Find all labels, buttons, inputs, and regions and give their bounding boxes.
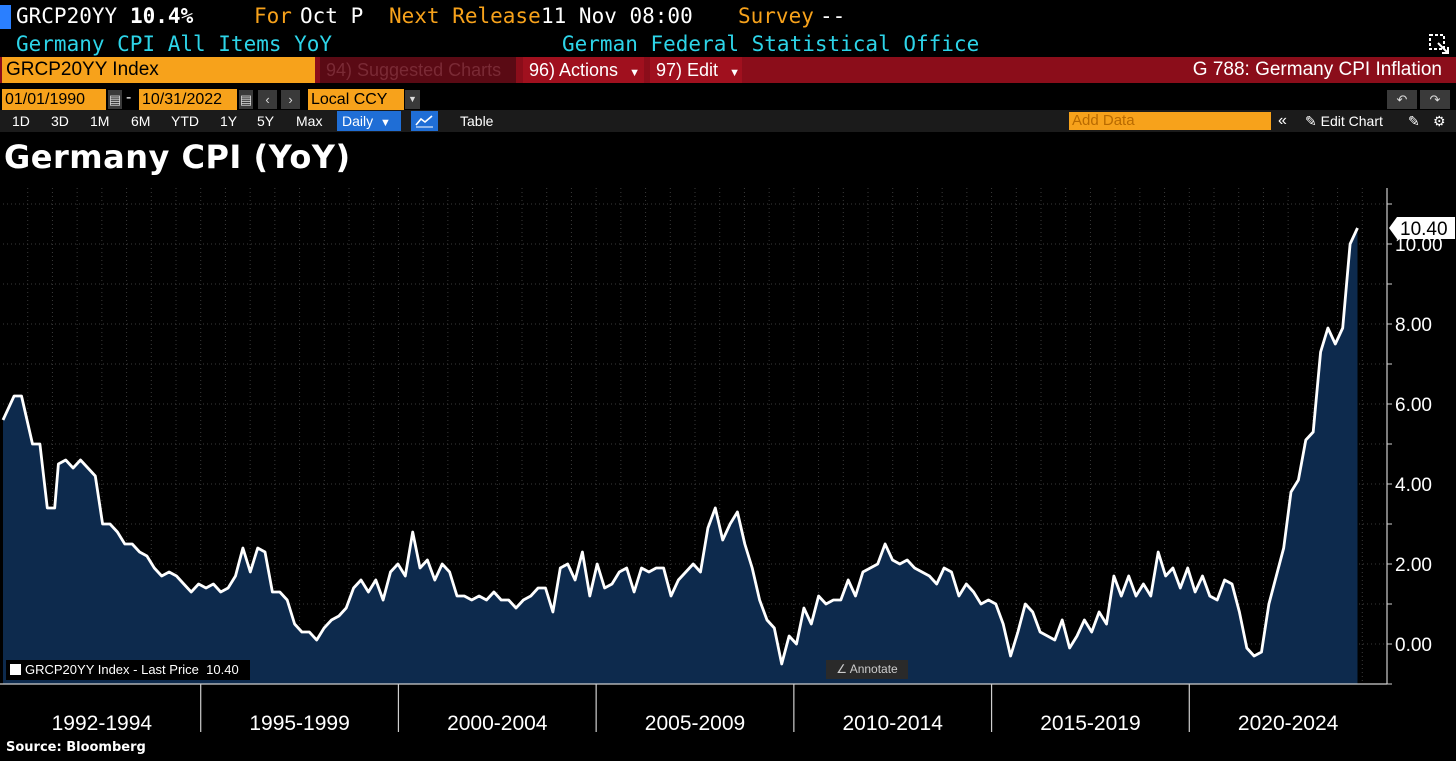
range-bar: 1D 3D 1M 6M YTD 1Y 5Y Max Daily ▼ Table … [0, 110, 1456, 132]
chart-title: Germany CPI (YoY) [4, 138, 351, 176]
redo-icon[interactable]: ↷ [1420, 90, 1450, 109]
undo-icon[interactable]: ↶ [1387, 90, 1417, 109]
last-value-marker [1389, 217, 1455, 239]
range-1d[interactable]: 1D [12, 113, 30, 129]
start-date-field[interactable]: 01/01/1990 [2, 89, 106, 110]
suggested-charts-button[interactable]: 94) Suggested Charts [320, 57, 516, 83]
annotate-button[interactable]: ∠ Annotate [826, 660, 908, 679]
gear-icon[interactable]: ⚙ [1433, 113, 1446, 129]
frequency-select[interactable]: Daily ▼ [337, 111, 401, 131]
line-chart-icon [415, 115, 433, 128]
range-3d[interactable]: 3D [51, 113, 69, 129]
x-section-label: 1992-1994 [52, 712, 153, 735]
x-section-label: 2015-2019 [1040, 712, 1140, 735]
date-range-bar: 01/01/1990 ▤ - 10/31/2022 ▤ ‹ › Local CC… [0, 89, 1456, 111]
range-max[interactable]: Max [296, 113, 323, 129]
table-button[interactable]: Table [460, 113, 494, 129]
edit-label: 97) Edit [656, 60, 719, 80]
last-value: 10.4% [130, 4, 194, 28]
y-tick-label: 4.00 [1395, 475, 1432, 496]
next-period-icon[interactable]: › [281, 90, 300, 109]
frequency-caret-icon: ▼ [380, 117, 391, 129]
end-calendar-icon[interactable]: ▤ [239, 90, 253, 109]
index-field[interactable]: GRCP20YY Index [2, 57, 315, 83]
page-title: G 788: Germany CPI Inflation [1192, 59, 1442, 80]
for-label: For [254, 4, 292, 28]
frequency-label: Daily [342, 113, 374, 129]
legend-value: 10.40 [206, 662, 239, 677]
range-ytd[interactable]: YTD [171, 113, 199, 129]
description-bar: Germany CPI All Items YoY German Federal… [0, 31, 1456, 57]
currency-caret-icon[interactable]: ▼ [405, 90, 420, 109]
survey-label: Survey [738, 4, 814, 28]
last-value-label: 10.40 [1400, 219, 1448, 240]
y-tick-label: 6.00 [1395, 395, 1432, 416]
ticker[interactable]: GRCP20YY [16, 4, 118, 28]
source-note: Source: Bloomberg [6, 740, 146, 755]
popout-icon[interactable] [1428, 33, 1450, 55]
collapse-icon[interactable]: « [1278, 112, 1287, 129]
range-1y[interactable]: 1Y [220, 113, 238, 129]
legend-swatch [10, 664, 21, 675]
y-tick-label: 2.00 [1395, 555, 1432, 576]
series-area [3, 228, 1358, 684]
annotate-label: Annotate [849, 662, 898, 676]
header-bar: GRCP20YY 10.4% For Oct P Next Release 11… [0, 0, 1456, 32]
x-section-label: 2005-2009 [645, 712, 745, 735]
survey-value: -- [820, 4, 846, 28]
ticker-marker [0, 5, 11, 29]
series-line [1, 227, 1359, 666]
line-chart-toggle[interactable] [411, 111, 438, 131]
start-calendar-icon[interactable]: ▤ [108, 90, 122, 109]
pencil-icon: ✎ [1305, 113, 1317, 129]
edit-settings-icon[interactable]: ✎ [1408, 113, 1420, 129]
actions-caret-icon: ▼ [629, 67, 640, 79]
edit-menu[interactable]: 97) Edit ▼ [650, 57, 742, 83]
range-5y[interactable]: 5Y [257, 113, 275, 129]
y-tick-label: 8.00 [1395, 315, 1432, 336]
date-separator: - [126, 89, 132, 106]
end-date-field[interactable]: 10/31/2022 [139, 89, 237, 110]
x-section-label: 1995-1999 [249, 712, 349, 735]
range-6m[interactable]: 6M [131, 113, 151, 129]
y-tick-label: 0.00 [1395, 635, 1432, 656]
next-release-label: Next Release [389, 4, 541, 28]
edit-chart-label: Edit Chart [1320, 113, 1383, 129]
x-section-label: 2010-2014 [842, 712, 943, 735]
actions-menu[interactable]: 96) Actions ▼ [523, 57, 644, 83]
annotate-pencil-icon: ∠ [836, 662, 848, 676]
x-section-label: 2020-2024 [1238, 712, 1339, 735]
add-data-input[interactable]: Add Data [1069, 112, 1271, 130]
actions-label: 96) Actions [529, 60, 619, 80]
edit-chart-button[interactable]: ✎ Edit Chart [1305, 110, 1383, 132]
description: Germany CPI All Items YoY [16, 32, 333, 56]
legend-label: GRCP20YY Index - Last Price [25, 662, 199, 677]
x-section-label: 2000-2004 [447, 712, 548, 735]
prev-period-icon[interactable]: ‹ [258, 90, 277, 109]
chart-legend: GRCP20YY Index - Last Price 10.40 [6, 660, 250, 680]
y-tick-label: 10.00 [1395, 235, 1443, 256]
for-period: Oct P [300, 4, 364, 28]
currency-select[interactable]: Local CCY [308, 89, 404, 110]
range-1m[interactable]: 1M [90, 113, 110, 129]
source-org: German Federal Statistical Office [562, 32, 980, 56]
next-release-value: 11 Nov 08:00 [541, 4, 693, 28]
edit-caret-icon: ▼ [729, 67, 740, 79]
toolbar-main: GRCP20YY Index 94) Suggested Charts 96) … [0, 57, 1456, 83]
